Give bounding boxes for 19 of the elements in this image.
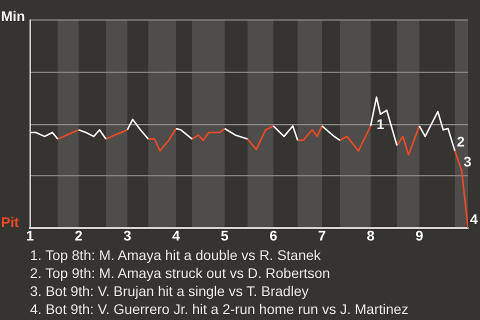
x-tick-label: 2 [74, 227, 83, 244]
annotation: 1 [376, 116, 384, 132]
text: Min [1, 8, 26, 24]
annotation: 4 [470, 210, 478, 227]
annotation: 3 [464, 153, 472, 170]
text: 3. Bot 9th: V. Brujan hit a single vs T. Bradley [30, 282, 310, 300]
x-tick-label: 6 [269, 227, 278, 244]
text: Pit [1, 214, 20, 230]
text: 2. Top 9th: M. Amaya struck out vs D. Robertson [30, 264, 332, 282]
x-tick-label: 5 [220, 227, 229, 244]
x-tick-label: 3 [123, 227, 132, 244]
text: 4. Bot 9th: V. Guerrero Jr. hit a 2-run home run vs J. Martinez [30, 300, 410, 318]
annotation: 2 [456, 134, 465, 150]
text: 1. Top 8th: M. Amaya hit a double vs R. Stanek [30, 246, 322, 264]
x-tick-label: 1 [26, 227, 34, 244]
x-tick-label: 9 [415, 227, 424, 244]
x-tick-label: 4 [172, 227, 180, 244]
x-tick-label: 8 [366, 227, 375, 244]
x-tick-label: 7 [318, 227, 326, 244]
